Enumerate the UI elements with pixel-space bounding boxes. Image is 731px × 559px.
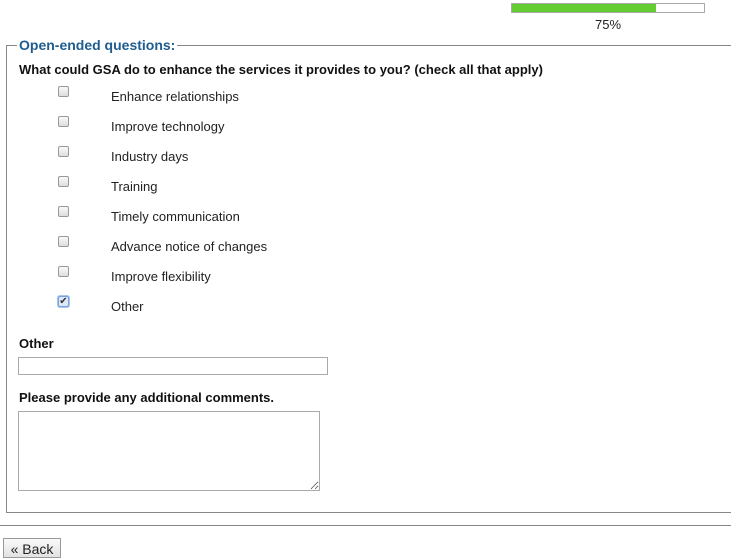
- option-label[interactable]: Enhance relationships: [111, 89, 239, 104]
- option-label[interactable]: Advance notice of changes: [111, 239, 268, 254]
- checkbox-enhance-relationships[interactable]: [58, 86, 69, 97]
- option-label[interactable]: Improve flexibility: [111, 269, 211, 284]
- comments-label: Please provide any additional comments.: [19, 390, 275, 405]
- checkbox-timely-communication[interactable]: [58, 206, 69, 217]
- divider: [0, 525, 731, 526]
- option-label[interactable]: Other: [111, 299, 144, 314]
- other-input[interactable]: [18, 357, 328, 375]
- option-label[interactable]: Training: [111, 179, 158, 194]
- option-label[interactable]: Improve technology: [111, 119, 225, 134]
- open-ended-fieldset: [6, 45, 731, 513]
- other-label: Other: [19, 336, 54, 351]
- option-label[interactable]: Timely communication: [111, 209, 240, 224]
- checkbox-other[interactable]: ✔: [58, 296, 69, 307]
- checkbox-training[interactable]: [58, 176, 69, 187]
- comments-textarea[interactable]: [18, 411, 320, 491]
- option-label[interactable]: Industry days: [111, 149, 189, 164]
- question-text: What could GSA do to enhance the service…: [19, 62, 543, 77]
- checkbox-advance-notice-of-changes[interactable]: [58, 236, 69, 247]
- section-legend: Open-ended questions:: [17, 37, 178, 53]
- checkbox-industry-days[interactable]: [58, 146, 69, 157]
- checkbox-improve-technology[interactable]: [58, 116, 69, 127]
- progress-bar: [511, 3, 705, 13]
- progress-fill: [512, 4, 656, 12]
- back-button[interactable]: « Back: [3, 538, 61, 558]
- progress-percent: 75%: [594, 17, 622, 32]
- checkbox-improve-flexibility[interactable]: [58, 266, 69, 277]
